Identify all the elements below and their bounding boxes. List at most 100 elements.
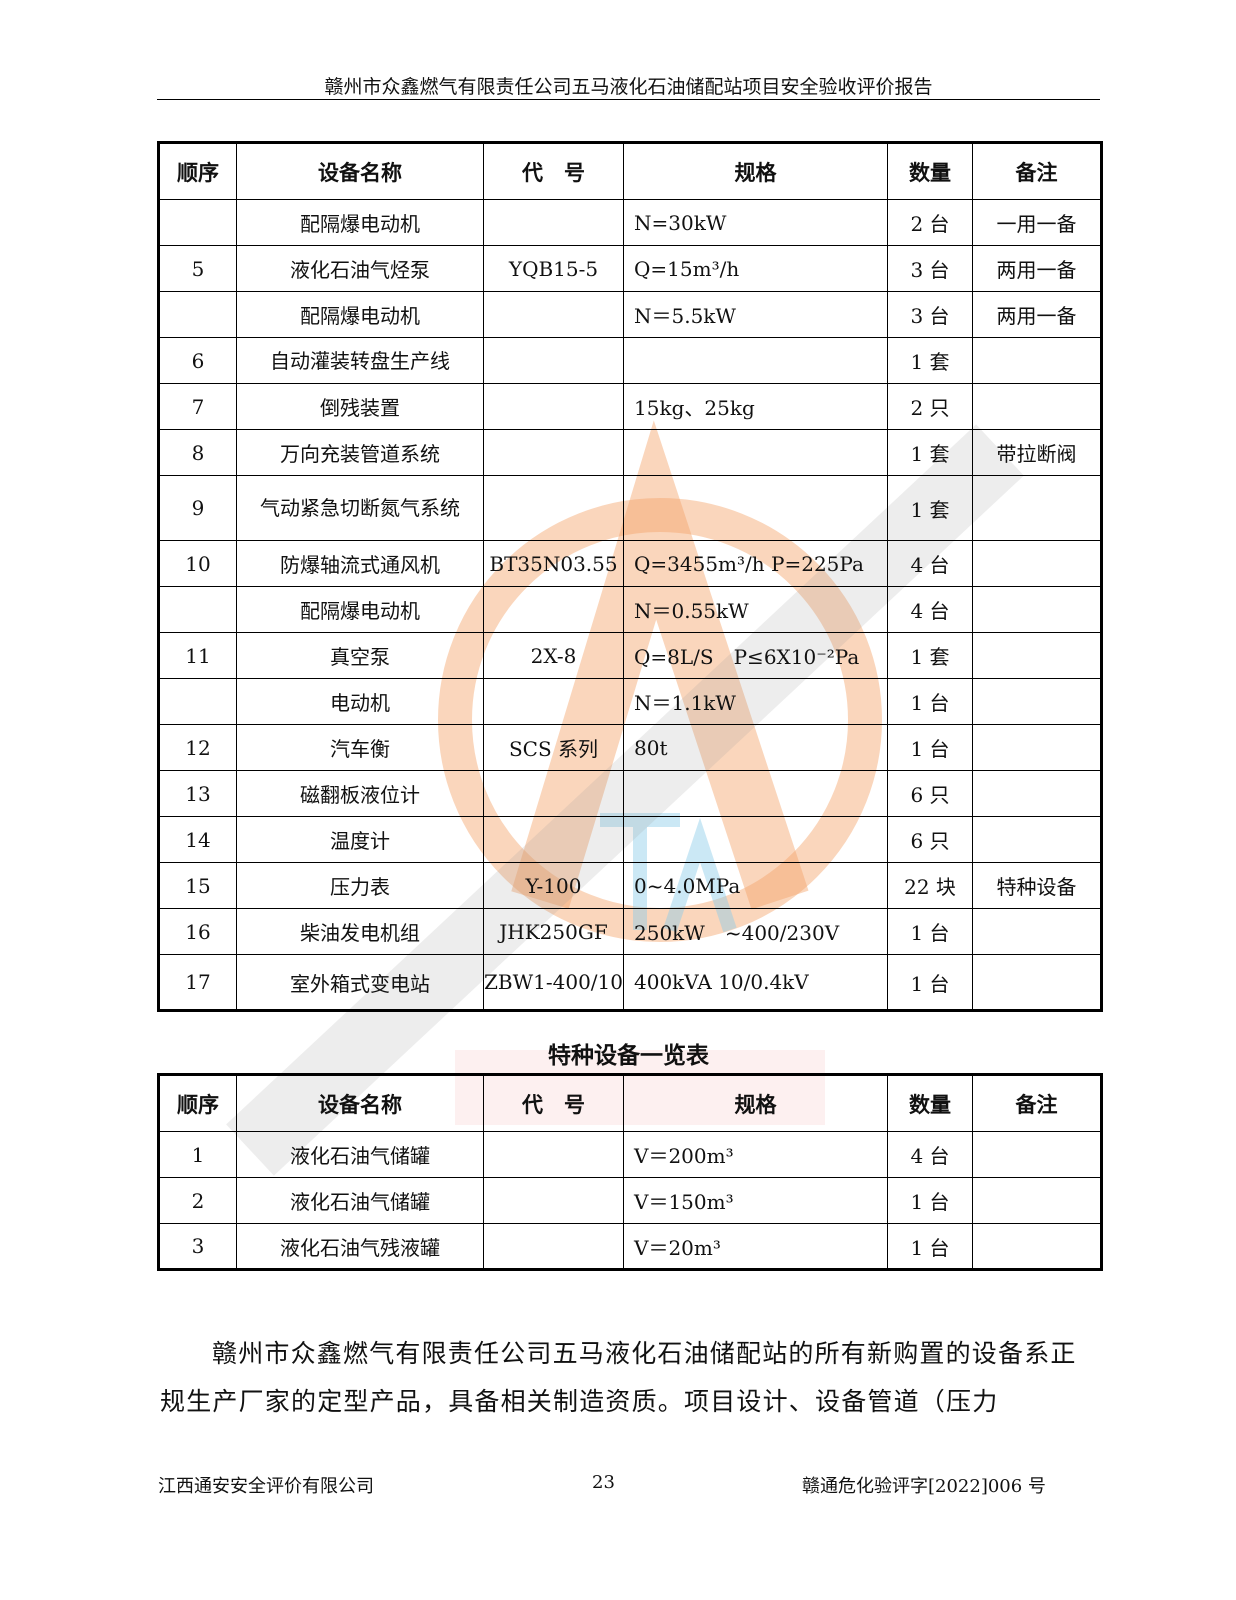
table-row: 配隔爆电动机 N＝0.55kW 4 台 <box>158 586 1102 633</box>
table-cell <box>483 475 624 541</box>
table-cell: N＝5.5kW <box>623 291 888 338</box>
table-row: 16 柴油发电机组 JHK250GF 250kW ~400/230V 1 台 <box>158 908 1102 955</box>
table-cell: 液化石油气储罐 <box>236 1177 484 1224</box>
table-cell: 电动机 <box>236 678 484 725</box>
column-header: 顺序 <box>158 142 237 200</box>
table-cell <box>623 475 888 541</box>
table-row: 12 汽车衡 SCS 系列 80t 1 台 <box>158 724 1102 771</box>
table-cell <box>972 1223 1102 1270</box>
table-cell: 1 台 <box>887 1177 973 1224</box>
table-cell: 0~4.0MPa <box>623 862 888 909</box>
table-cell: 室外箱式变电站 <box>236 954 484 1011</box>
table-cell: 温度计 <box>236 816 484 863</box>
table-cell <box>972 1177 1102 1224</box>
table-row: 15 压力表 Y-100 0~4.0MPa 22 块特种设备 <box>158 862 1102 909</box>
table-cell: 2 <box>158 1177 237 1224</box>
table-cell: Y-100 <box>483 862 624 909</box>
table-row: 2 液化石油气储罐 V＝150m³ 1 台 <box>158 1177 1102 1224</box>
table-cell <box>483 383 624 430</box>
table-cell: 一用一备 <box>972 199 1102 246</box>
table-row: 8 万向充装管道系统 1 套带拉断阀 <box>158 429 1102 476</box>
table-cell: V＝20m³ <box>623 1223 888 1270</box>
column-header: 代 号 <box>483 142 624 200</box>
table-cell: 两用一备 <box>972 245 1102 292</box>
table-cell: YQB15-5 <box>483 245 624 292</box>
table-cell: 液化石油气残液罐 <box>236 1223 484 1270</box>
equipment-table: 顺序 设备名称代 号规格 数量 备注 配隔爆电动机 N=30kW 2 台一用一备 5 液化石油… <box>157 141 1103 1012</box>
table-cell: 250kW ~400/230V <box>623 908 888 955</box>
table-cell: 22 块 <box>887 862 973 909</box>
table-cell: Q=8L/S P≤6X10⁻²Pa <box>623 632 888 679</box>
table-cell: 4 台 <box>887 540 973 587</box>
table-cell: Q=3455m³/h P=225Pa <box>623 540 888 587</box>
table-cell: 4 台 <box>887 1131 973 1178</box>
table-cell <box>158 199 237 246</box>
table-cell <box>972 540 1102 587</box>
table-row: 11 真空泵 2X-8 Q=8L/S P≤6X10⁻²Pa 1 套 <box>158 632 1102 679</box>
column-header: 备注 <box>972 142 1102 200</box>
body-paragraph: 赣州市众鑫燃气有限责任公司五马液化石油储配站的所有新购置的设备系正规生产厂家的定… <box>160 1339 1077 1416</box>
table-cell: 11 <box>158 632 237 679</box>
table-cell: JHK250GF <box>483 908 624 955</box>
table-cell <box>483 816 624 863</box>
table-cell <box>483 337 624 384</box>
table-cell: 1 台 <box>887 724 973 771</box>
running-header: 赣州市众鑫燃气有限责任公司五马液化石油储配站项目安全验收评价报告 <box>324 76 933 98</box>
table-cell: 400kVA 10/0.4kV <box>623 954 888 1011</box>
table-cell: 6 <box>158 337 237 384</box>
table-cell: 2X-8 <box>483 632 624 679</box>
table-cell: 配隔爆电动机 <box>236 199 484 246</box>
table-cell <box>972 954 1102 1011</box>
table-cell: 7 <box>158 383 237 430</box>
table-cell <box>483 429 624 476</box>
table-cell: 压力表 <box>236 862 484 909</box>
table-cell: 液化石油气烃泵 <box>236 245 484 292</box>
table-cell: BT35N03.55 <box>483 540 624 587</box>
table-cell: 1 <box>158 1131 237 1178</box>
table-cell <box>158 678 237 725</box>
table-cell: V＝200m³ <box>623 1131 888 1178</box>
table-cell <box>972 586 1102 633</box>
table-cell <box>623 816 888 863</box>
table-cell: 2 只 <box>887 383 973 430</box>
table-row: 10 防爆轴流式通风机 BT35N03.55 Q=3455m³/h P=225Pa 4 … <box>158 540 1102 587</box>
table-cell <box>972 678 1102 725</box>
special-equipment-title: 特种设备一览表 <box>548 1042 709 1069</box>
table-cell <box>972 475 1102 541</box>
column-header: 规格 <box>623 1074 888 1132</box>
table-cell: 1 台 <box>887 1223 973 1270</box>
table-cell: 5 <box>158 245 237 292</box>
table-row: 电动机 N＝1.1kW 1 台 <box>158 678 1102 725</box>
table-cell: 1 台 <box>887 954 973 1011</box>
table-row: 1 液化石油气储罐 V＝200m³ 4 台 <box>158 1131 1102 1178</box>
table-cell <box>483 291 624 338</box>
table-row: 配隔爆电动机 N＝5.5kW 3 台两用一备 <box>158 291 1102 338</box>
table-cell: 配隔爆电动机 <box>236 586 484 633</box>
table-cell: V＝150m³ <box>623 1177 888 1224</box>
table-cell: 1 套 <box>887 337 973 384</box>
table-cell: 4 台 <box>887 586 973 633</box>
table-cell: 防爆轴流式通风机 <box>236 540 484 587</box>
table-cell: 80t <box>623 724 888 771</box>
table-cell <box>483 770 624 817</box>
table-cell: 万向充装管道系统 <box>236 429 484 476</box>
table-cell: N＝0.55kW <box>623 586 888 633</box>
table-cell <box>623 429 888 476</box>
table-row: 14 温度计 6 只 <box>158 816 1102 863</box>
table-cell <box>972 632 1102 679</box>
table-row: 9 气动紧急切断氮气系统 1 套 <box>158 475 1102 541</box>
column-header: 代 号 <box>483 1074 624 1132</box>
table-cell: Q=15m³/h <box>623 245 888 292</box>
table-cell <box>972 770 1102 817</box>
table-cell <box>158 291 237 338</box>
table-cell: 汽车衡 <box>236 724 484 771</box>
table-cell: 自动灌装转盘生产线 <box>236 337 484 384</box>
table-cell <box>483 199 624 246</box>
table-cell: 3 台 <box>887 291 973 338</box>
table-cell: 1 套 <box>887 475 973 541</box>
table-cell: 磁翻板液位计 <box>236 770 484 817</box>
table-cell <box>972 908 1102 955</box>
table-cell: 气动紧急切断氮气系统 <box>236 475 484 541</box>
table-cell <box>972 383 1102 430</box>
